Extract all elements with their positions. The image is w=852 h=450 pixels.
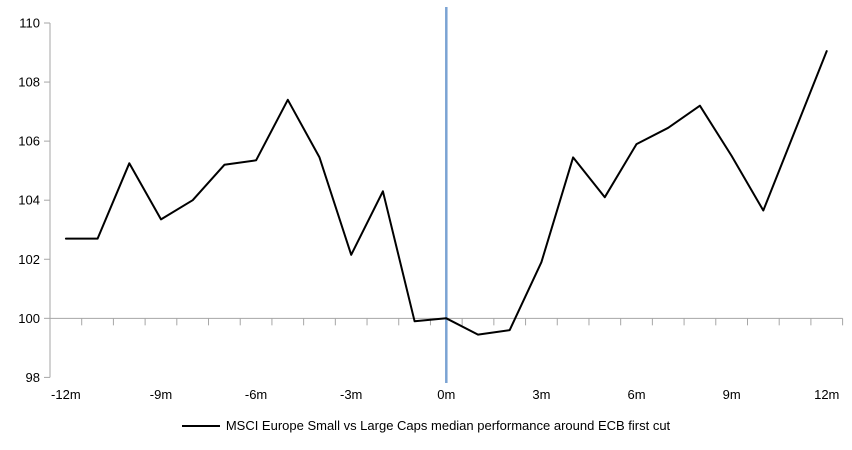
y-axis-tick-label: 102 bbox=[18, 252, 40, 267]
y-axis-tick-label: 100 bbox=[18, 311, 40, 326]
x-axis-tick-label: 0m bbox=[437, 387, 455, 402]
x-axis-tick-label: -3m bbox=[340, 387, 362, 402]
y-axis-tick-label: 110 bbox=[19, 16, 40, 31]
x-axis-tick-label: 9m bbox=[723, 387, 741, 402]
chart-legend: MSCI Europe Small vs Large Caps median p… bbox=[0, 418, 852, 433]
x-axis-tick-label: 12m bbox=[814, 387, 839, 402]
y-axis-tick-label: 106 bbox=[18, 134, 40, 149]
x-axis-tick-label: -12m bbox=[51, 387, 81, 402]
series-line bbox=[64, 50, 828, 336]
y-axis-tick-label: 98 bbox=[26, 370, 40, 385]
y-axis-tick-label: 108 bbox=[18, 75, 40, 90]
x-axis-tick-label: 6m bbox=[627, 387, 645, 402]
legend-label: MSCI Europe Small vs Large Caps median p… bbox=[225, 418, 671, 433]
x-axis-tick-label: -9m bbox=[150, 387, 172, 402]
x-axis-tick-label: -6m bbox=[245, 387, 267, 402]
x-axis-tick-label: 3m bbox=[532, 387, 550, 402]
y-axis-tick-label: 104 bbox=[18, 193, 40, 208]
legend-line-swatch bbox=[181, 424, 220, 427]
